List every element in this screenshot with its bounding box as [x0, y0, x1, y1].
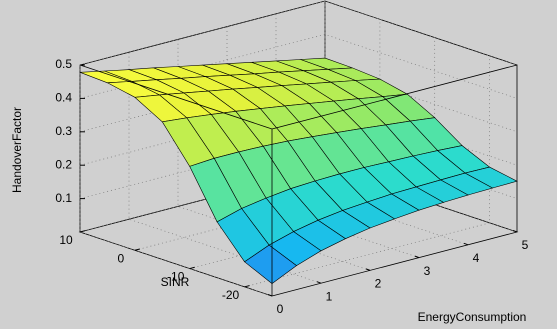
x-tick: [267, 294, 273, 297]
z-tick-label: 0.3: [55, 124, 72, 138]
z-tick-label: 0.2: [55, 157, 72, 171]
x-tick: [512, 230, 518, 233]
y-tick-label: 10: [59, 233, 73, 247]
x-tick: [316, 281, 322, 284]
x-tick-label: 2: [375, 277, 382, 291]
x-tick: [414, 255, 420, 259]
y-tick: [244, 285, 250, 288]
y-tick: [189, 266, 195, 270]
surface-patch: [244, 244, 298, 284]
y-tick: [134, 248, 140, 251]
grid-line: [134, 19, 381, 251]
box-edge: [79, 0, 518, 232]
y-tick: [79, 230, 86, 233]
x-axis-label: EnergyConsumption: [418, 310, 527, 324]
y-tick-label: -20: [222, 288, 240, 302]
grid-line: [79, 1, 326, 233]
y-tick-label: 0: [118, 251, 125, 265]
y-tick-label: -10: [167, 270, 185, 284]
z-tick-label: 0.5: [55, 57, 72, 71]
y-axis-label: SINR: [161, 275, 190, 289]
x-tick-label: 1: [326, 289, 333, 303]
x-tick-label: 0: [277, 302, 284, 316]
surface: [79, 57, 518, 284]
x-tick-label: 5: [522, 238, 529, 252]
grid-line: [244, 55, 490, 288]
z-tick-label: 0.4: [55, 91, 72, 105]
x-tick: [365, 268, 371, 271]
box-edge: [79, 64, 518, 232]
x-tick: [463, 242, 469, 246]
front-layer: 0.1 0.2 0.3 0.4 0.5 -20 -10 0 10 0 1 2 3 4 5: [55, 57, 528, 316]
z-tick-label: 0.1: [55, 191, 72, 205]
x-tick-label: 3: [424, 264, 431, 278]
x-tick-label: 4: [473, 251, 480, 265]
grid-line: [79, 0, 518, 66]
z-axis-label: HandoverFactor: [10, 107, 24, 193]
